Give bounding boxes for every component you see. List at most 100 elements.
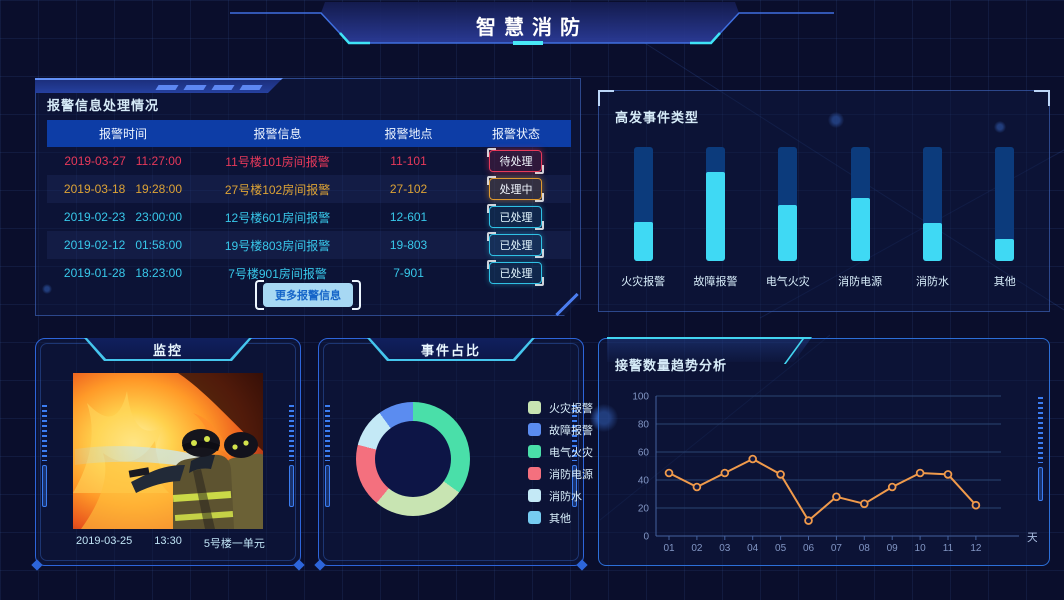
bar-category-label: 消防水 bbox=[915, 276, 949, 288]
alarm-info: 11号楼101房间报警 bbox=[225, 154, 330, 169]
table-row[interactable]: 2019-02-12 01:58:00 19号楼803房间报警 19-803 已处理 bbox=[47, 231, 571, 259]
table-row[interactable]: 2019-03-18 19:28:00 27号楼102房间报警 27-102 处理中 bbox=[47, 175, 571, 203]
legend-item[interactable]: 消防电源 bbox=[528, 467, 593, 481]
frame-ticks-left bbox=[325, 405, 330, 461]
bar-fill bbox=[922, 223, 942, 261]
bar-track bbox=[922, 147, 942, 261]
legend-label: 电气火灾 bbox=[549, 446, 593, 459]
alarm-time: 18:23:00 bbox=[135, 266, 183, 280]
panel-top-banner bbox=[35, 78, 283, 93]
frame-bar-left bbox=[325, 465, 330, 507]
alarm-date: 2019-02-12 bbox=[63, 238, 126, 252]
alarm-time: 01:58:00 bbox=[135, 238, 183, 252]
svg-text:10: 10 bbox=[915, 543, 927, 554]
svg-text:80: 80 bbox=[638, 420, 650, 431]
bar-fill bbox=[633, 222, 653, 261]
alarm-location: 27-102 bbox=[389, 182, 428, 196]
legend-item[interactable]: 其他 bbox=[528, 511, 593, 525]
event-types-panel: 高发事件类型 火灾报警 故障报警 电气火灾 消防电源 消防水 其他 bbox=[598, 90, 1050, 312]
status-badge: 已处理 bbox=[489, 206, 542, 228]
frame-bar-left bbox=[42, 465, 47, 507]
alarm-info: 27号楼102房间报警 bbox=[224, 182, 331, 197]
svg-text:08: 08 bbox=[859, 543, 871, 554]
header-frame bbox=[230, 2, 834, 45]
legend-label: 火灾报警 bbox=[549, 402, 593, 415]
bar-column: 其他 bbox=[970, 147, 1040, 289]
alarm-info: 7号楼901房间报警 bbox=[228, 266, 327, 281]
column-header: 报警时间 bbox=[98, 127, 147, 141]
event-share-tab: 事件占比 bbox=[367, 338, 535, 361]
banner-dash bbox=[155, 85, 178, 90]
frame-ticks-left bbox=[42, 405, 47, 461]
monitor-panel: 监控 bbox=[31, 338, 305, 571]
frame-notch bbox=[576, 559, 588, 571]
alarm-time: 11:27:00 bbox=[135, 154, 182, 168]
pie-legend: 火灾报警故障报警电气火灾消防电源消防水其他 bbox=[528, 401, 593, 533]
svg-text:11: 11 bbox=[943, 543, 954, 554]
bar-chart: 火灾报警 故障报警 电气火灾 消防电源 消防水 其他 bbox=[607, 147, 1041, 289]
bar-track bbox=[705, 147, 725, 261]
more-alarms-button[interactable]: 更多报警信息 bbox=[263, 283, 353, 307]
trend-tab bbox=[607, 337, 812, 362]
banner-dash bbox=[239, 85, 262, 90]
bar-category-label: 其他 bbox=[993, 276, 1016, 288]
alarm-location: 7-901 bbox=[393, 266, 424, 280]
table-row[interactable]: 2019-02-23 23:00:00 12号楼601房间报警 12-601 已处理 bbox=[47, 203, 571, 231]
glow-dot bbox=[828, 112, 844, 128]
bar-track bbox=[778, 147, 798, 261]
svg-text:07: 07 bbox=[831, 543, 843, 554]
bar-category-label: 消防电源 bbox=[838, 276, 883, 288]
trend-panel: 接警数量趋势分析 0 20 40 60 80 100 01 02 03 04 05 06 07 08 09 1… bbox=[598, 338, 1050, 566]
bar-fill bbox=[778, 205, 798, 261]
legend-item[interactable]: 消防水 bbox=[528, 489, 593, 503]
bar-category-label: 电气火灾 bbox=[765, 276, 810, 288]
frame-bar-right bbox=[572, 465, 577, 507]
legend-swatch bbox=[528, 401, 541, 414]
alarm-time: 19:28:00 bbox=[135, 182, 183, 196]
alarm-info: 19号楼803房间报警 bbox=[224, 238, 331, 253]
bar-track bbox=[995, 147, 1015, 261]
frame-notch bbox=[293, 559, 305, 571]
svg-text:04: 04 bbox=[747, 543, 759, 554]
alarm-table: 报警时间 报警信息 报警地点 报警状态 2019-03-27 11:27:00 11号楼1… bbox=[47, 120, 571, 287]
bar-track bbox=[633, 147, 653, 261]
alarm-panel-title: 报警信息处理情况 bbox=[47, 98, 160, 113]
svg-text:09: 09 bbox=[887, 543, 899, 554]
legend-swatch bbox=[528, 423, 541, 436]
alarm-date: 2019-01-28 bbox=[63, 266, 126, 280]
glow-dot bbox=[590, 404, 618, 432]
svg-text:06: 06 bbox=[803, 543, 815, 554]
alarm-table-header: 报警时间 报警信息 报警地点 报警状态 bbox=[47, 120, 571, 147]
bar-column: 消防水 bbox=[897, 147, 967, 289]
legend-label: 故障报警 bbox=[549, 424, 593, 437]
legend-swatch bbox=[528, 467, 541, 480]
event-share-panel: 事件占比 火灾报警故障报警电气火灾消防电源消防水其他 bbox=[314, 338, 593, 571]
bar-column: 消防电源 bbox=[825, 147, 895, 289]
frame-ticks-right bbox=[289, 405, 294, 461]
svg-text:天: 天 bbox=[1027, 532, 1037, 544]
bar-column: 故障报警 bbox=[680, 147, 750, 289]
alarm-info-panel: 报警信息处理情况 报警时间 报警信息 报警地点 报警状态 2019-03-27 11:2… bbox=[35, 78, 581, 316]
legend-item[interactable]: 故障报警 bbox=[528, 423, 593, 437]
bar-fill bbox=[705, 172, 725, 261]
table-row[interactable]: 2019-01-28 18:23:00 7号楼901房间报警 7-901 已处理 bbox=[47, 259, 571, 287]
page-title: 智慧消防 bbox=[476, 17, 588, 39]
monitor-tab: 监控 bbox=[84, 338, 252, 361]
glow-dot bbox=[994, 121, 1006, 133]
alarm-date: 2019-02-23 bbox=[63, 210, 126, 224]
donut-chart bbox=[356, 402, 470, 516]
legend-item[interactable]: 火灾报警 bbox=[528, 401, 593, 415]
svg-text:03: 03 bbox=[719, 543, 731, 554]
alarm-location: 19-803 bbox=[389, 238, 428, 252]
svg-text:100: 100 bbox=[632, 392, 649, 403]
legend-swatch bbox=[528, 445, 541, 458]
table-row[interactable]: 2019-03-27 11:27:00 11号楼101房间报警 11-101 待处理 bbox=[47, 147, 571, 175]
bar-column: 火灾报警 bbox=[608, 147, 678, 289]
svg-text:60: 60 bbox=[638, 448, 650, 459]
status-badge: 已处理 bbox=[489, 262, 542, 284]
frame-notch bbox=[314, 559, 326, 571]
status-badge: 待处理 bbox=[489, 150, 542, 172]
caption-location: 5号楼一单元 bbox=[203, 538, 265, 550]
legend-item[interactable]: 电气火灾 bbox=[528, 445, 593, 459]
trend-title: 接警数量趋势分析 bbox=[615, 358, 728, 373]
